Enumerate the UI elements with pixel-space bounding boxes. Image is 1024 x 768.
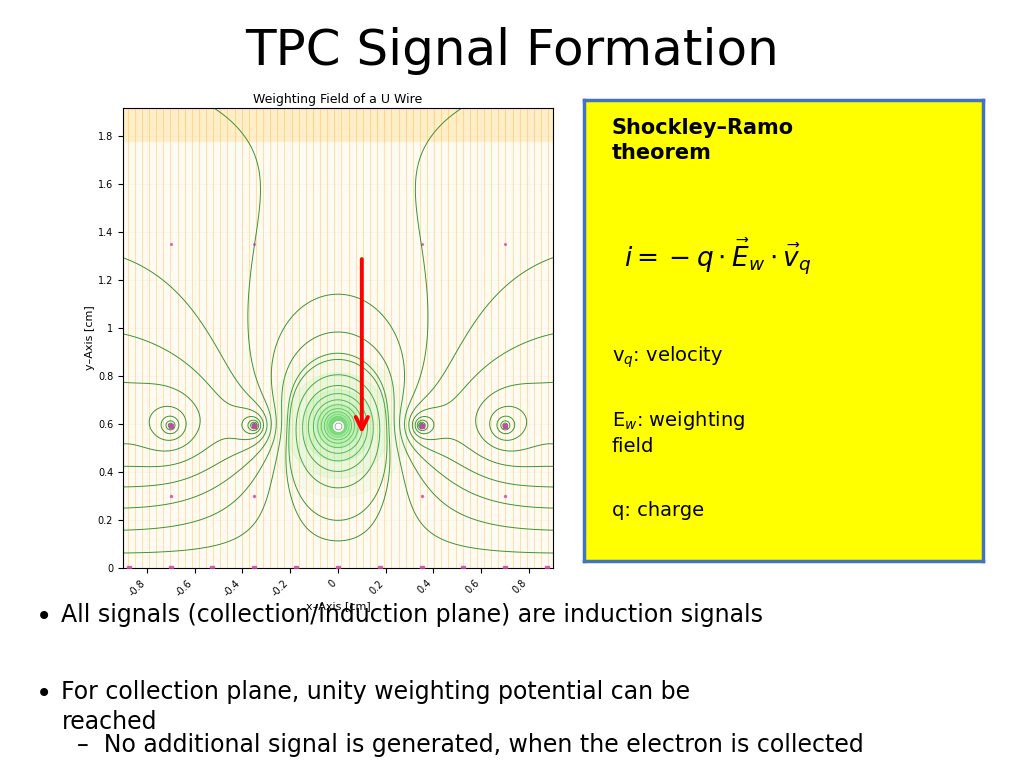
Bar — [123, 108, 553, 141]
Text: v$_q$: velocity: v$_q$: velocity — [611, 344, 723, 369]
Y-axis label: y–Axis [cm]: y–Axis [cm] — [85, 306, 95, 370]
Title: Weighting Field of a U Wire: Weighting Field of a U Wire — [253, 94, 423, 106]
Text: E$_w$: weighting
field: E$_w$: weighting field — [611, 409, 744, 456]
Circle shape — [286, 372, 390, 478]
Circle shape — [316, 404, 359, 447]
Circle shape — [266, 353, 410, 498]
Text: –  No additional signal is generated, when the electron is collected: – No additional signal is generated, whe… — [77, 733, 863, 757]
Text: Shockley–Ramo
theorem: Shockley–Ramo theorem — [611, 118, 794, 163]
Text: q: charge: q: charge — [611, 501, 703, 520]
Text: For collection plane, unity weighting potential can be
reached: For collection plane, unity weighting po… — [61, 680, 690, 734]
Text: •: • — [36, 603, 52, 631]
Text: All signals (collection/induction plane) are induction signals: All signals (collection/induction plane)… — [61, 603, 764, 627]
Text: $i = -q \cdot \vec{E}_w \cdot \vec{v}_q$: $i = -q \cdot \vec{E}_w \cdot \vec{v}_q$ — [624, 237, 811, 276]
Bar — [123, 141, 553, 568]
Circle shape — [326, 413, 350, 438]
Text: •: • — [36, 680, 52, 707]
X-axis label: x–Axis [cm]: x–Axis [cm] — [305, 601, 371, 611]
Circle shape — [302, 389, 374, 462]
Text: TPC Signal Formation: TPC Signal Formation — [245, 27, 779, 75]
